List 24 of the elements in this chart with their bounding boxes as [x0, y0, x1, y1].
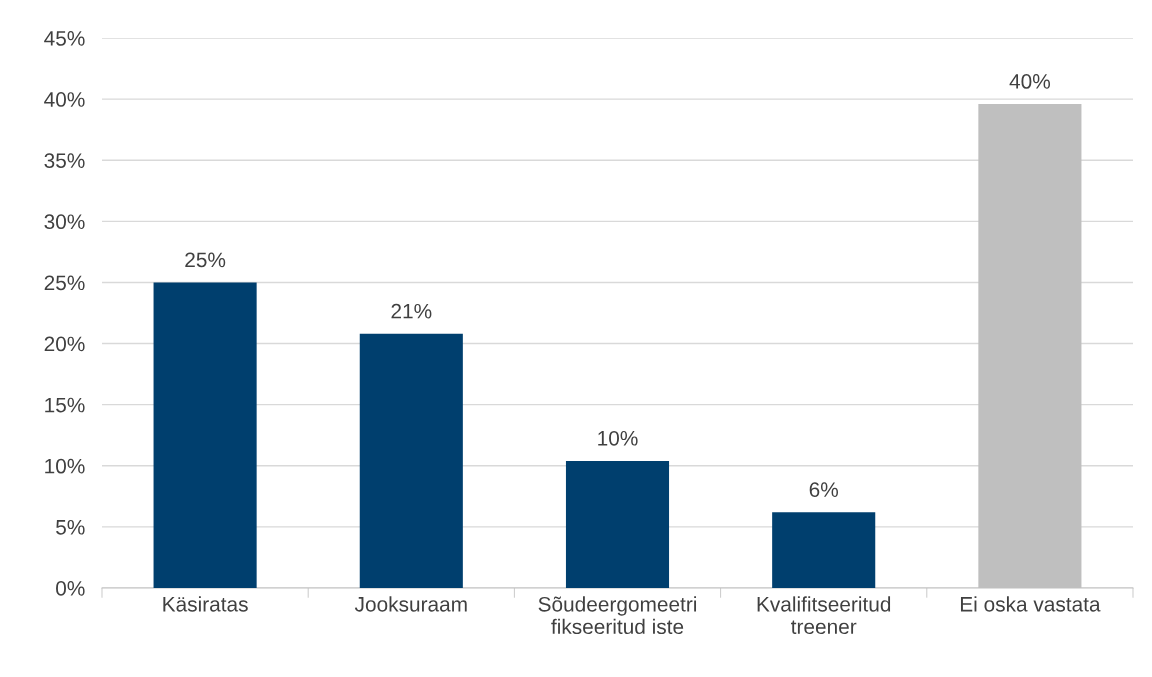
y-tick-label: 5% [56, 519, 85, 535]
data-label: 6% [809, 482, 839, 497]
data-label: 25% [185, 252, 226, 268]
bar [359, 333, 463, 588]
data-label: 21% [391, 303, 432, 319]
x-tick-label: Jooksuraam [354, 596, 467, 612]
bar [153, 282, 257, 588]
x-tick-label: Ei oska vastata [960, 596, 1101, 612]
y-tick-label: 15% [45, 397, 85, 413]
y-tick-label: 0% [56, 581, 85, 596]
data-label: 10% [598, 430, 638, 446]
y-tick-label: 30% [44, 214, 85, 230]
x-tick-label: Sõudeergomeetri fikseeritud iste [538, 596, 697, 635]
y-tick-label: 10% [45, 458, 85, 474]
bar [565, 460, 670, 588]
y-tick-label: 45% [44, 31, 85, 46]
x-tick-label: Kvalifitseeritud treener [757, 596, 891, 635]
x-tick-label: Käsiratas [163, 596, 248, 612]
y-tick-label: 35% [44, 153, 85, 168]
y-tick-label: 40% [44, 92, 85, 107]
y-tick-label: 20% [44, 336, 85, 352]
bar [772, 512, 876, 588]
y-tick-label: 25% [44, 275, 85, 291]
data-label: 40% [1009, 74, 1051, 89]
